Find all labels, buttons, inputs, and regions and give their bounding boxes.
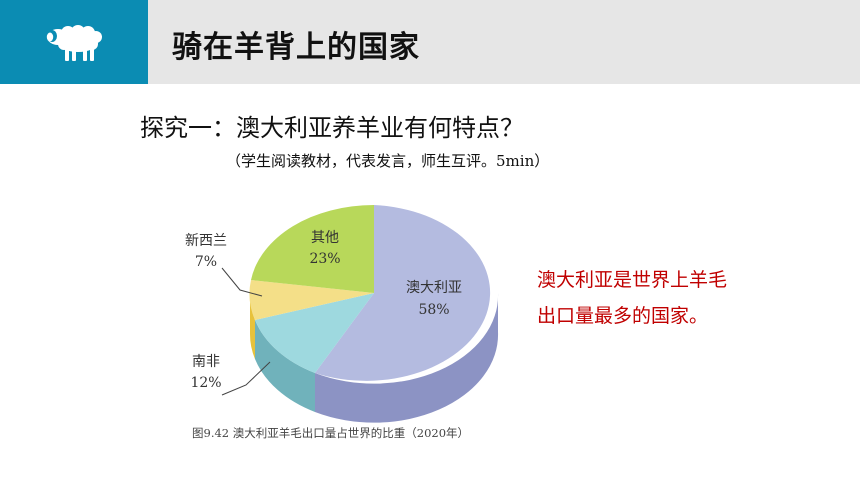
label-south-africa-value: 12% [190,375,221,391]
sheep-icon [46,25,102,61]
label-south-africa-name: 南非 [192,354,220,370]
leader-line-south-africa [221,361,271,396]
slice-new-zealand [249,280,374,320]
conclusion-text: 澳大利亚是世界上羊毛 出口量最多的国家。 [537,262,777,334]
slice-side-south-africa [255,320,315,412]
slice-other [251,204,374,293]
conclusion-line-2: 出口量最多的国家。 [537,305,709,327]
conclusion-line-1: 澳大利亚是世界上羊毛 [537,269,728,291]
label-australia-value: 58% [418,302,449,318]
label-new-zealand-name: 新西兰 [185,233,227,249]
slice-side-australia [315,293,499,423]
label-australia-name: 澳大利亚 [406,280,462,296]
page-title: 骑在羊背上的国家 [172,30,420,65]
header-bar [148,0,860,84]
chart-caption: 图9.42 澳大利亚羊毛出口量占世界的比重（2020年） [192,426,470,440]
slice-australia [315,205,491,381]
instruction-text: （学生阅读教材，代表发言，师生互评。5min） [226,152,550,170]
label-new-zealand-value: 7% [195,254,217,270]
label-other-name: 其他 [311,230,339,246]
label-other-value: 23% [309,251,340,267]
slice-south-africa [255,293,374,373]
slice-side-new-zealand [249,295,255,359]
question-text: 探究一：澳大利亚养羊业有何特点？ [140,114,524,142]
leader-line-new-zealand [221,267,263,297]
